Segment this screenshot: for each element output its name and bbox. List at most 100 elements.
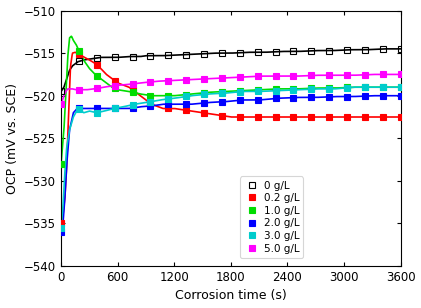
1.0 g/L — [166, 94, 171, 98]
3.0 g/L — [202, 93, 207, 96]
5.0 g/L — [273, 74, 278, 78]
2.0 g/L — [362, 94, 368, 98]
1.0 g/L — [94, 74, 99, 78]
3.0 g/L — [59, 226, 64, 229]
1.0 g/L — [255, 88, 260, 92]
3.0 g/L — [219, 91, 224, 95]
3.0 g/L — [344, 86, 349, 90]
2.0 g/L — [219, 100, 224, 104]
0 g/L — [219, 51, 224, 55]
0.2 g/L — [362, 115, 368, 119]
2.0 g/L — [77, 107, 82, 110]
3.0 g/L — [398, 85, 403, 89]
Line: 1.0 g/L: 1.0 g/L — [59, 48, 403, 167]
5.0 g/L — [398, 73, 403, 76]
0 g/L — [273, 50, 278, 54]
0.2 g/L — [398, 115, 403, 119]
1.0 g/L — [148, 94, 153, 97]
0 g/L — [380, 47, 385, 51]
0.2 g/L — [59, 221, 64, 225]
0.2 g/L — [219, 114, 224, 118]
1.0 g/L — [77, 49, 82, 53]
1.0 g/L — [362, 85, 368, 89]
2.0 g/L — [398, 94, 403, 98]
2.0 g/L — [94, 107, 99, 110]
0.2 g/L — [130, 88, 135, 92]
5.0 g/L — [237, 75, 242, 79]
3.0 g/L — [77, 107, 82, 111]
0 g/L — [184, 53, 189, 56]
0.2 g/L — [184, 108, 189, 112]
1.0 g/L — [398, 85, 403, 89]
0.2 g/L — [77, 52, 82, 56]
1.0 g/L — [273, 87, 278, 91]
2.0 g/L — [291, 96, 296, 99]
1.0 g/L — [237, 89, 242, 93]
0.2 g/L — [291, 115, 296, 119]
3.0 g/L — [112, 107, 117, 110]
0 g/L — [112, 55, 117, 59]
0.2 g/L — [166, 107, 171, 110]
3.0 g/L — [184, 95, 189, 98]
5.0 g/L — [255, 74, 260, 78]
0 g/L — [130, 55, 135, 59]
3.0 g/L — [237, 90, 242, 94]
2.0 g/L — [344, 95, 349, 99]
0 g/L — [291, 50, 296, 53]
0 g/L — [327, 49, 332, 52]
0.2 g/L — [148, 101, 153, 105]
1.0 g/L — [344, 86, 349, 89]
5.0 g/L — [362, 73, 368, 77]
2.0 g/L — [112, 107, 117, 110]
0 g/L — [94, 56, 99, 60]
0 g/L — [77, 59, 82, 63]
2.0 g/L — [59, 230, 64, 234]
2.0 g/L — [237, 98, 242, 102]
5.0 g/L — [166, 79, 171, 83]
0 g/L — [202, 52, 207, 55]
Line: 2.0 g/L: 2.0 g/L — [59, 93, 403, 235]
5.0 g/L — [327, 73, 332, 77]
2.0 g/L — [130, 106, 135, 110]
2.0 g/L — [202, 101, 207, 105]
3.0 g/L — [291, 88, 296, 92]
3.0 g/L — [148, 100, 153, 103]
0.2 g/L — [327, 115, 332, 119]
0 g/L — [362, 48, 368, 51]
5.0 g/L — [309, 74, 314, 77]
5.0 g/L — [77, 88, 82, 91]
2.0 g/L — [148, 104, 153, 108]
0 g/L — [344, 48, 349, 52]
3.0 g/L — [380, 85, 385, 89]
1.0 g/L — [184, 93, 189, 96]
2.0 g/L — [380, 94, 385, 98]
Line: 0.2 g/L: 0.2 g/L — [59, 51, 403, 226]
Legend: 0 g/L, 0.2 g/L, 1.0 g/L, 2.0 g/L, 3.0 g/L, 5.0 g/L: 0 g/L, 0.2 g/L, 1.0 g/L, 2.0 g/L, 3.0 g/… — [240, 176, 304, 258]
5.0 g/L — [112, 84, 117, 87]
5.0 g/L — [219, 76, 224, 80]
0.2 g/L — [112, 79, 117, 83]
5.0 g/L — [202, 77, 207, 81]
Line: 5.0 g/L: 5.0 g/L — [59, 72, 403, 107]
3.0 g/L — [327, 87, 332, 91]
X-axis label: Corrosion time (s): Corrosion time (s) — [175, 290, 287, 302]
5.0 g/L — [148, 80, 153, 84]
0 g/L — [148, 54, 153, 58]
2.0 g/L — [327, 95, 332, 99]
0 g/L — [237, 51, 242, 55]
5.0 g/L — [130, 82, 135, 86]
5.0 g/L — [59, 102, 64, 106]
5.0 g/L — [184, 78, 189, 82]
1.0 g/L — [291, 87, 296, 91]
3.0 g/L — [255, 90, 260, 93]
0 g/L — [166, 54, 171, 57]
Line: 3.0 g/L: 3.0 g/L — [59, 84, 403, 230]
2.0 g/L — [166, 102, 171, 106]
1.0 g/L — [219, 90, 224, 93]
5.0 g/L — [344, 73, 349, 77]
1.0 g/L — [327, 86, 332, 90]
1.0 g/L — [112, 87, 117, 90]
0.2 g/L — [273, 115, 278, 119]
5.0 g/L — [94, 87, 99, 90]
1.0 g/L — [202, 91, 207, 95]
